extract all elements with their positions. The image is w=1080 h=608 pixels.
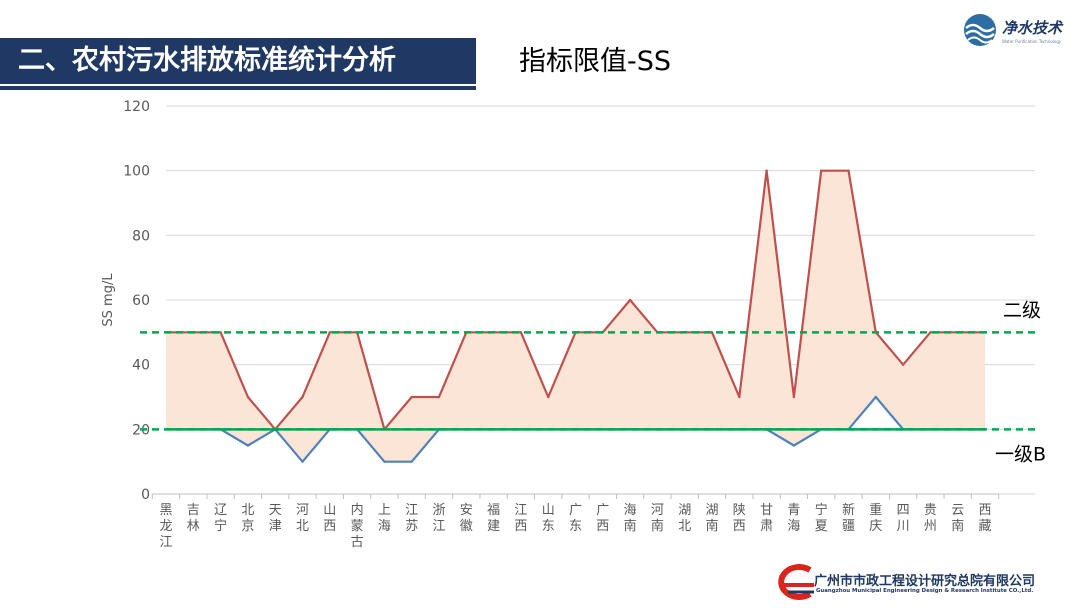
title-underline <box>0 86 476 90</box>
x-category-label: 海南 <box>624 503 637 534</box>
x-category-label: 江苏 <box>405 503 418 534</box>
upper-series-point <box>519 331 523 334</box>
water-drop-icon <box>964 14 996 46</box>
upper-series-point <box>410 395 413 399</box>
upper-series-point <box>901 363 905 366</box>
upper-series-point <box>246 395 250 399</box>
x-category-label: 山东 <box>542 503 555 534</box>
x-category-label: 黑龙江 <box>159 503 172 550</box>
lower-series-point <box>874 395 877 399</box>
x-category-label: 安徽 <box>460 503 473 534</box>
upper-series-point <box>738 395 741 399</box>
y-tick-label: 40 <box>132 358 150 374</box>
institute-name: 广州市市政工程设计研究总院有限公司 <box>814 574 1036 589</box>
x-category-label: 新疆 <box>842 502 855 534</box>
y-tick-label: 80 <box>132 228 150 244</box>
lower-series-point <box>301 460 304 463</box>
logo-tagline: Water Purification Technology <box>1002 39 1062 44</box>
x-category-label: 北京 <box>241 503 254 534</box>
x-category-label: 吉林 <box>187 503 200 534</box>
x-category-label: 湖北 <box>678 503 691 534</box>
upper-series-point <box>301 395 304 399</box>
x-category-label: 甘肃 <box>760 503 773 534</box>
logo-wordmark: 净水技术 <box>1002 19 1063 37</box>
x-category-label: 陕西 <box>733 503 746 534</box>
x-category-label: 湖南 <box>705 503 718 534</box>
institute-emblem-icon <box>778 564 814 600</box>
x-category-label: 天津 <box>269 503 282 534</box>
y-tick-label: 60 <box>132 293 150 309</box>
x-category-label: 河北 <box>296 503 309 534</box>
threshold-label: 二级 <box>1003 299 1041 321</box>
x-category-label: 重庆 <box>869 502 882 534</box>
x-category-label: 江西 <box>514 503 527 534</box>
x-category-label: 贵州 <box>924 503 937 534</box>
lower-series-point <box>246 444 250 447</box>
x-category-label: 山西 <box>323 503 336 534</box>
institute-logo: 广州市市政工程设计研究总院有限公司 Guangzhou Municipal En… <box>770 560 1078 604</box>
upper-series-point <box>710 331 714 334</box>
y-tick-label: 0 <box>141 487 150 503</box>
x-category-label: 西藏 <box>978 503 991 534</box>
threshold-label: 一级B <box>995 443 1046 465</box>
x-category-label: 广东 <box>569 503 582 534</box>
water-tech-logo: 净水技术 Water Purification Technology <box>958 6 1076 52</box>
upper-series-point <box>765 169 768 172</box>
x-category-label: 上海 <box>378 503 391 534</box>
upper-series-point <box>628 298 632 302</box>
y-tick-label: 120 <box>123 99 150 115</box>
x-category-label: 浙江 <box>432 503 445 534</box>
upper-series-point <box>328 331 331 334</box>
x-category-label: 辽宁 <box>214 503 227 534</box>
x-category-label: 青海 <box>787 503 800 534</box>
x-category-label: 河南 <box>651 503 664 534</box>
x-category-label: 宁夏 <box>815 502 828 534</box>
upper-series-point <box>820 169 823 172</box>
upper-series-point <box>929 331 932 334</box>
y-tick-label: 100 <box>123 164 150 180</box>
upper-series-point <box>437 395 441 399</box>
upper-series-point <box>792 395 796 399</box>
y-axis-label: SS mg/L <box>101 273 116 327</box>
x-category-label: 广西 <box>596 503 609 534</box>
section-title: 二、农村污水排放标准统计分析 <box>0 38 476 84</box>
x-category-label: 云南 <box>951 503 964 534</box>
upper-series-point <box>547 395 550 399</box>
x-category-label: 四川 <box>897 503 910 534</box>
lower-series-point <box>792 444 796 447</box>
x-category-label: 福建 <box>487 503 500 534</box>
upper-series-point <box>847 169 850 172</box>
slide-subtitle: 指标限值-SS <box>519 46 672 77</box>
institute-name-en: Guangzhou Municipal Engineering Design &… <box>816 588 1034 594</box>
lower-series-point <box>383 460 386 463</box>
lower-series-point <box>410 460 413 463</box>
upper-series-point <box>219 331 222 334</box>
x-category-label: 内蒙古 <box>351 502 364 550</box>
range-band-area <box>166 170 985 462</box>
